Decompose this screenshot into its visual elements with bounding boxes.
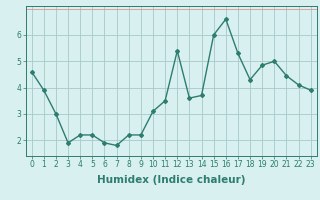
X-axis label: Humidex (Indice chaleur): Humidex (Indice chaleur) xyxy=(97,175,245,185)
